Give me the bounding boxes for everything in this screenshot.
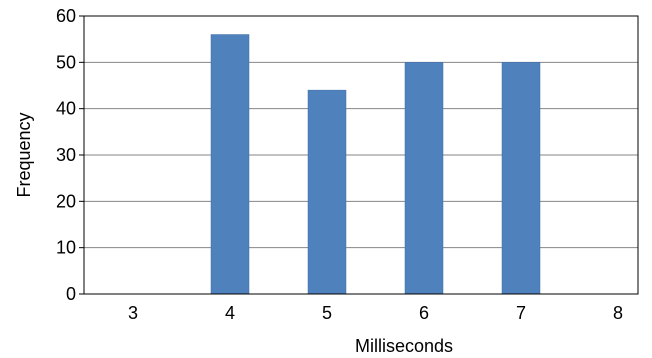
y-tick-label: 10 [56,238,76,258]
bar-4 [210,34,250,295]
y-tick-label: 0 [66,284,76,304]
bar-5 [307,89,347,295]
y-tick-label: 20 [56,191,76,211]
x-tick-label: 4 [225,303,235,323]
y-tick-label: 50 [56,52,76,72]
x-tick-label: 6 [419,303,429,323]
x-axis-ticks: 3 4 5 6 7 8 [128,303,623,323]
y-axis-title: Frequency [14,112,34,197]
x-axis-title: Milliseconds [355,336,453,356]
y-axis-ticks: 0 10 20 30 40 50 60 [56,6,84,304]
gridlines [84,61,638,249]
bars [210,34,541,295]
x-tick-label: 5 [322,303,332,323]
bar-6 [404,62,444,295]
x-tick-label: 7 [516,303,526,323]
x-tick-label: 8 [613,303,623,323]
x-tick-label: 3 [128,303,138,323]
y-tick-label: 30 [56,145,76,165]
y-tick-label: 40 [56,99,76,119]
bar-7 [501,62,541,295]
y-tick-label: 60 [56,6,76,26]
